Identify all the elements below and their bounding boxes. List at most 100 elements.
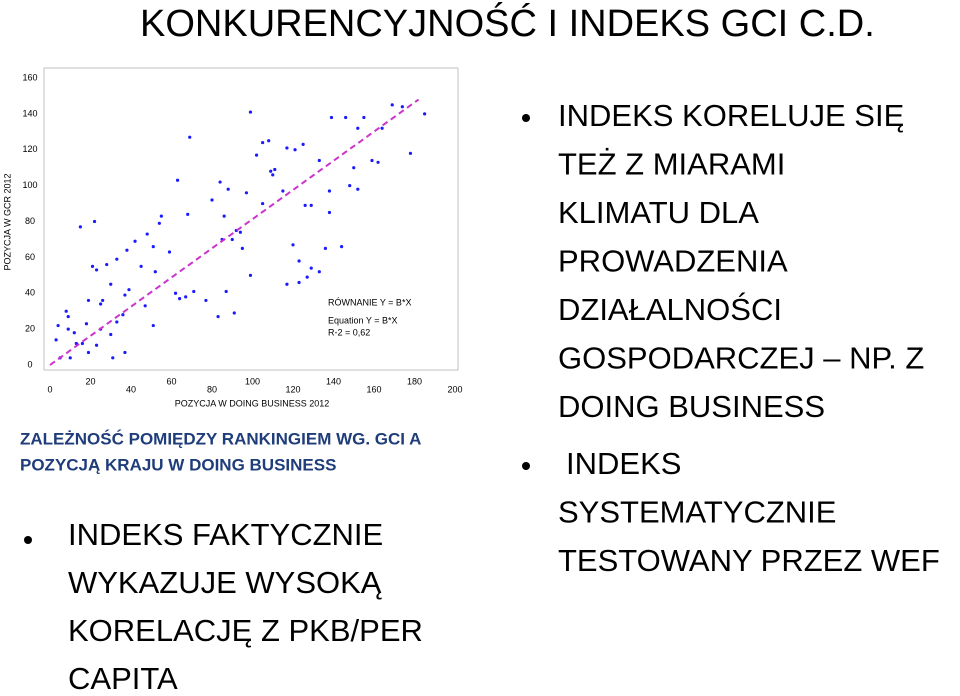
y-tick-label: 120	[22, 144, 37, 154]
point	[109, 332, 113, 337]
point	[285, 146, 289, 150]
point	[273, 167, 277, 172]
x-tick-label: 200	[447, 384, 462, 394]
point	[66, 327, 70, 331]
point	[269, 169, 273, 173]
y-tick-label: 60	[25, 252, 35, 262]
x-tick-label: 80	[207, 384, 217, 394]
point	[303, 203, 307, 207]
point	[261, 201, 265, 206]
y-tick-label: 20	[25, 324, 35, 334]
point	[297, 280, 301, 285]
point	[317, 270, 321, 274]
point	[64, 309, 68, 313]
point	[380, 126, 384, 130]
x-tick-label: 100	[245, 376, 260, 386]
point	[309, 203, 313, 207]
y-tick-label: 160	[22, 72, 37, 82]
point	[230, 237, 234, 242]
point	[173, 291, 178, 295]
point	[125, 248, 129, 252]
y-tick-label: 100	[22, 180, 37, 190]
point	[68, 356, 72, 360]
point	[327, 189, 332, 193]
point	[248, 110, 253, 114]
bullet-text: PROWADZENIA	[558, 244, 788, 279]
bullet-text: INDEKS FAKTYCZNIE	[68, 517, 383, 552]
caption: ZALEŻNOŚĆ POMIĘDZY RANKINGIEM WG. GCI A	[20, 429, 421, 448]
point	[222, 214, 226, 218]
point	[329, 115, 334, 120]
point	[362, 115, 366, 120]
point	[86, 298, 91, 303]
annotation: RÓWNANIE Y = B*X	[328, 297, 411, 307]
x-tick-label: 120	[285, 384, 300, 394]
y-tick-label: 80	[25, 216, 35, 226]
point	[204, 298, 208, 303]
x-tick-label: 20	[85, 376, 95, 386]
bullet-dot	[522, 114, 530, 122]
point	[248, 273, 253, 277]
point	[267, 139, 271, 143]
point	[281, 189, 285, 193]
point	[210, 198, 214, 202]
point	[390, 103, 394, 107]
point	[184, 295, 188, 299]
point	[291, 243, 295, 247]
bullet-text: GOSPODARCZEJ – NP. Z	[558, 341, 924, 376]
point	[101, 298, 105, 303]
annotation: R-2 = 0,62	[328, 327, 370, 337]
point	[232, 311, 236, 315]
point	[216, 314, 220, 319]
point	[297, 259, 301, 263]
bullet-dot	[24, 536, 32, 544]
point	[423, 112, 427, 116]
x-tick-label: 40	[126, 384, 136, 394]
fit-line	[49, 98, 420, 366]
x-tick-label: 160	[366, 384, 381, 394]
point	[370, 158, 374, 163]
point	[115, 257, 119, 261]
point	[109, 282, 113, 286]
point	[238, 230, 242, 234]
point	[344, 115, 348, 120]
plot-frame	[43, 67, 459, 371]
point	[408, 151, 413, 155]
point	[254, 153, 259, 157]
bullet-text: INDEKS KORELUJE SIĘ	[558, 98, 904, 133]
point	[309, 266, 313, 270]
point	[226, 187, 230, 191]
bullet-text: INDEKS	[566, 446, 681, 481]
point	[94, 268, 99, 272]
point	[90, 264, 95, 268]
point	[84, 322, 89, 326]
point	[86, 350, 91, 355]
point	[121, 313, 125, 317]
point	[153, 270, 157, 274]
y-tick-label: 40	[25, 288, 35, 298]
point	[80, 341, 84, 346]
point	[261, 140, 265, 145]
x-tick-label: 180	[407, 376, 422, 386]
point	[305, 275, 309, 279]
point	[224, 289, 228, 294]
bullet-text: WYKAZUJE WYSOKĄ	[68, 565, 382, 600]
point	[271, 173, 275, 177]
point	[356, 126, 360, 130]
point	[240, 246, 244, 251]
point	[78, 225, 82, 229]
point	[159, 214, 163, 218]
bullet-text: CAPITA	[68, 661, 178, 696]
bullet-text: TESTOWANY PRZEZ WEF	[558, 543, 940, 578]
point	[167, 250, 172, 254]
caption: POZYCJĄ KRAJU W DOING BUSINESS	[20, 455, 336, 474]
point	[111, 356, 115, 360]
point	[356, 187, 360, 191]
point	[157, 221, 161, 225]
point	[123, 350, 127, 355]
y-tick-label: 140	[22, 108, 37, 118]
bullet-text: SYSTEMATYCZNIE	[558, 495, 836, 530]
point	[192, 289, 196, 294]
point	[66, 314, 70, 319]
